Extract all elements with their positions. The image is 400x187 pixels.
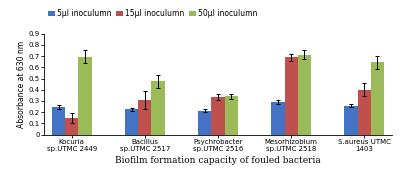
Bar: [212, 97, 224, 135]
Bar: [271, 102, 284, 135]
Legend: 5μl inoculumn, 15μl inoculumn, 50μl inoculumn: 5μl inoculumn, 15μl inoculumn, 50μl inoc…: [48, 9, 258, 18]
Bar: [78, 57, 92, 135]
Bar: [344, 106, 358, 135]
Bar: [198, 111, 212, 135]
Bar: [125, 109, 138, 135]
Bar: [298, 55, 311, 135]
Bar: [371, 62, 384, 135]
Y-axis label: Absorbance at 630 nm: Absorbance at 630 nm: [17, 41, 26, 128]
Bar: [65, 118, 78, 135]
X-axis label: Biofilm formation capacity of fouled bacteria: Biofilm formation capacity of fouled bac…: [115, 156, 321, 165]
Bar: [52, 107, 65, 135]
Bar: [224, 96, 238, 135]
Bar: [152, 81, 165, 135]
Bar: [138, 100, 152, 135]
Bar: [284, 57, 298, 135]
Bar: [358, 90, 371, 135]
